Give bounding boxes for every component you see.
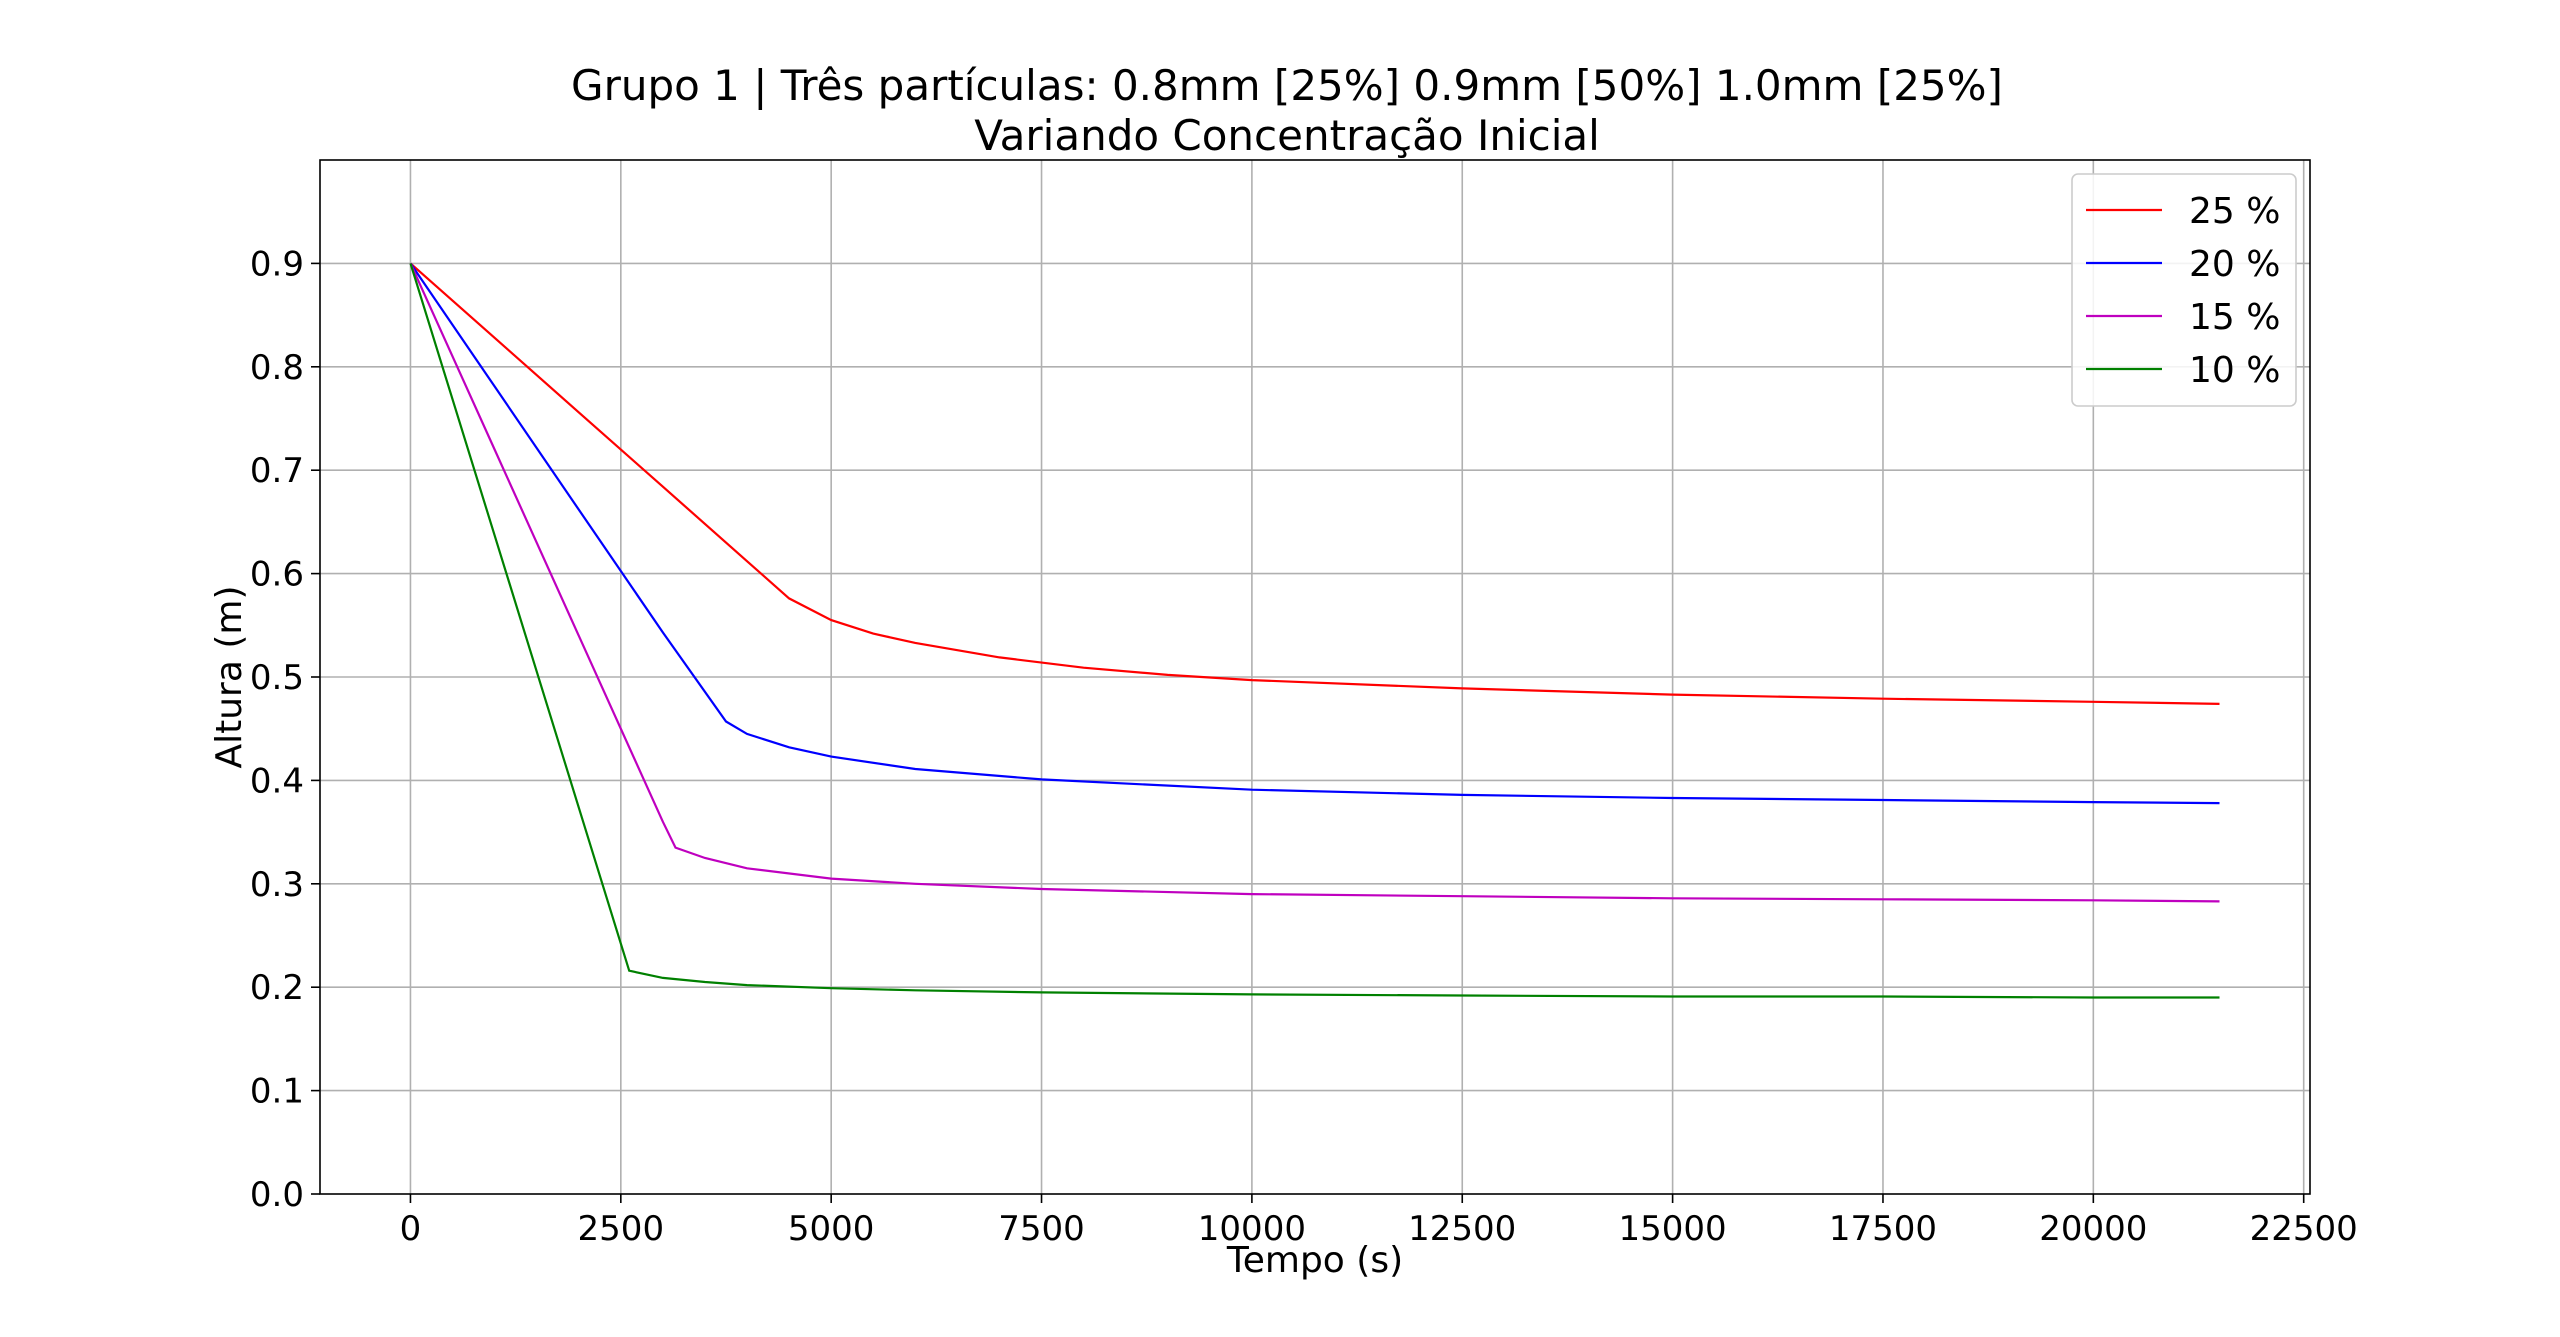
x-tick-label: 5000 (788, 1209, 875, 1249)
x-axis-label: Tempo (s) (1226, 1240, 1403, 1281)
axis-ticks: 0 2500 5000 7500 10000 12500 15000 17500 20000 22… (250, 244, 2358, 1249)
series-line-2 (409, 262, 2220, 805)
x-tick-label: 10000 (1198, 1209, 1306, 1249)
y-tick-label: 0.9 (250, 244, 304, 284)
legend-label: 10 % (2189, 350, 2280, 391)
series-line-4 (409, 263, 2220, 999)
y-tick-label: 0.6 (250, 555, 304, 595)
legend-frame (2071, 173, 2297, 407)
legend-label: 15 % (2189, 297, 2280, 338)
x-tick-label: 15000 (1619, 1209, 1727, 1249)
series-lines (409, 262, 2220, 999)
legend: 25 % 20 % 15 % 10 % (2071, 173, 2297, 407)
y-tick-label: 0.4 (250, 761, 304, 801)
x-tick-label: 7500 (998, 1209, 1085, 1249)
x-tick-label: 0 (400, 1209, 422, 1249)
y-tick-label: 0.3 (250, 865, 304, 905)
y-tick-label: 0.2 (250, 968, 304, 1008)
x-tick-label: 20000 (2039, 1209, 2147, 1249)
legend-label: 25 % (2189, 191, 2280, 232)
y-tick-label: 0.8 (250, 348, 304, 388)
grid-lines (320, 160, 2310, 1194)
y-tick-label: 0.7 (250, 451, 304, 491)
y-tick-label: 0.0 (250, 1175, 304, 1215)
x-tick-label: 12500 (1408, 1209, 1516, 1249)
chart-title-line-1: Grupo 1 | Três partículas: 0.8mm [25%] 0… (571, 61, 2003, 110)
series-line-3 (409, 262, 2220, 903)
x-tick-label: 2500 (578, 1209, 665, 1249)
x-tick-label: 22500 (2250, 1209, 2358, 1249)
y-tick-label: 0.1 (250, 1072, 304, 1112)
y-axis-label: Altura (m) (209, 585, 250, 768)
legend-label: 20 % (2189, 244, 2280, 285)
chart-title-line-2: Variando Concentração Inicial (974, 111, 1600, 160)
y-tick-label: 0.5 (250, 658, 304, 698)
series-line-1 (409, 262, 2220, 705)
x-tick-label: 17500 (1829, 1209, 1937, 1249)
